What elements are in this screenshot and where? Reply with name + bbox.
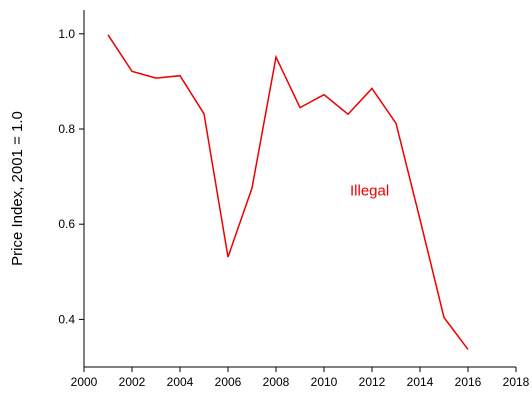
x-tick-label: 2000 — [71, 375, 98, 389]
x-tick-label: 2016 — [455, 375, 482, 389]
x-tick-label: 2014 — [407, 375, 434, 389]
series — [107, 34, 469, 350]
x-tick-label: 2004 — [167, 375, 194, 389]
annotation-label: Illegal — [350, 183, 389, 200]
y-tick-label: 0.8 — [58, 122, 75, 136]
y-tick-label: 0.4 — [58, 312, 75, 326]
y-axis-label: Price Index, 2001 = 1.0 — [9, 111, 26, 266]
annotations: Illegal — [350, 183, 389, 200]
x-tick-label: 2002 — [119, 375, 146, 389]
ticks: 2000 2002 2004 2006 2008 2010 2012 2014 2016 2018… — [58, 27, 529, 389]
x-tick-label: 2006 — [215, 375, 242, 389]
y-tick-label: 1.0 — [58, 27, 75, 41]
axes — [83, 10, 516, 368]
x-tick-label: 2018 — [503, 375, 530, 389]
x-tick-label: 2008 — [263, 375, 290, 389]
x-tick-label: 2012 — [359, 375, 386, 389]
y-tick-label: 0.6 — [58, 217, 75, 231]
series-line-illegal — [107, 34, 469, 350]
x-tick-label: 2010 — [311, 375, 338, 389]
